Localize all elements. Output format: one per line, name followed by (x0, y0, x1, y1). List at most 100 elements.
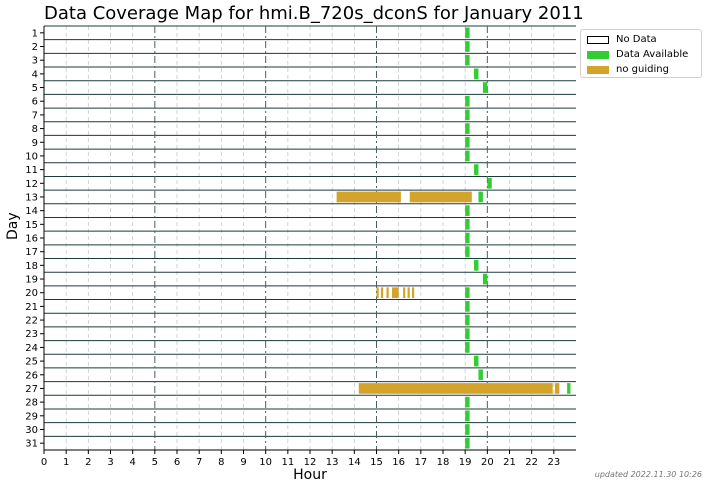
x-tick-label: 21 (503, 457, 516, 468)
y-tick-label: 25 (25, 357, 38, 368)
y-tick-label: 1 (32, 28, 38, 39)
y-tick-label: 3 (32, 56, 38, 67)
data-available-bar (465, 301, 470, 312)
no-guiding-bar (403, 287, 406, 299)
x-tick-label: 9 (240, 457, 246, 468)
data-available-bar (465, 136, 470, 148)
no-guiding-bar (376, 287, 379, 299)
y-tick-label: 31 (25, 439, 38, 450)
y-tick-label: 4 (32, 69, 38, 80)
y-tick-label: 18 (25, 261, 38, 272)
y-tick-label: 22 (25, 316, 38, 327)
data-available-bar (465, 54, 470, 66)
x-tick-label: 10 (259, 457, 272, 468)
chart-title: Data Coverage Map for hmi.B_720s_dconS f… (44, 3, 584, 24)
y-tick-label: 15 (25, 220, 38, 231)
data-available-bar (465, 287, 470, 299)
x-tick-label: 22 (525, 457, 538, 468)
y-tick-label: 17 (25, 247, 38, 258)
x-tick-label: 7 (196, 457, 202, 468)
data-available-bar (474, 164, 479, 175)
x-tick-label: 11 (281, 457, 294, 468)
x-axis-label: Hour (293, 467, 327, 483)
data-available-bar (465, 437, 470, 449)
legend-label-no-data: No Data (616, 34, 657, 45)
y-tick-label: 6 (32, 97, 38, 108)
data-available-bar (465, 232, 470, 244)
data-available-bar (465, 410, 470, 422)
data-available-bar (465, 95, 470, 107)
data-available-bar (487, 177, 492, 189)
y-tick-label: 28 (25, 398, 38, 409)
x-tick-label: 17 (414, 457, 427, 468)
x-tick-label: 2 (85, 457, 91, 468)
y-tick-label: 7 (32, 110, 38, 121)
legend-label-no-guiding: no guiding (616, 64, 669, 75)
y-tick-label: 27 (25, 384, 38, 395)
data-available-bar (465, 246, 470, 258)
y-tick-label: 9 (32, 138, 38, 149)
no-guiding-bar (554, 383, 560, 394)
data-available-bar (482, 82, 488, 93)
legend-item-no-guiding: no guiding (587, 63, 669, 76)
updated-timestamp: updated 2022.11.30 10:26 (594, 470, 702, 479)
data-available-bar (478, 191, 483, 203)
x-tick-label: 0 (41, 457, 47, 468)
no-guiding-bar (411, 287, 415, 299)
y-tick-label: 20 (25, 288, 38, 299)
legend-swatch-data-available (587, 50, 609, 59)
x-tick-label: 14 (348, 457, 361, 468)
legend-swatch-no-guiding (587, 65, 609, 74)
data-available-bar (474, 260, 479, 271)
legend-item-data-available: Data Available (587, 48, 688, 61)
data-available-bar (567, 383, 571, 394)
y-tick-label: 29 (25, 411, 38, 422)
x-tick-label: 8 (218, 457, 224, 468)
data-available-bar (465, 123, 470, 134)
y-tick-label: 21 (25, 302, 38, 313)
no-guiding-bar (358, 383, 553, 394)
data-available-bar (465, 328, 470, 340)
data-available-bar (465, 218, 470, 230)
data-available-bar (465, 424, 470, 435)
y-tick-label: 5 (32, 83, 38, 94)
data-available-bar (465, 109, 470, 121)
y-tick-label: 13 (25, 192, 38, 203)
legend-swatch-no-data (587, 35, 609, 44)
no-guiding-bar (336, 191, 401, 203)
data-available-bar (465, 150, 470, 162)
data-available-bar (474, 68, 479, 80)
data-available-bar (465, 27, 470, 39)
x-tick-label: 15 (370, 457, 383, 468)
x-tick-label: 4 (129, 457, 135, 468)
legend-item-no-data: No Data (587, 33, 657, 46)
y-tick-label: 8 (32, 124, 38, 135)
data-available-bar (465, 314, 470, 326)
data-available-bar (482, 273, 488, 285)
x-tick-label: 3 (107, 457, 113, 468)
data-available-bar (465, 205, 470, 216)
x-tick-label: 23 (547, 457, 560, 468)
y-tick-label: 14 (25, 206, 38, 217)
x-tick-label: 5 (152, 457, 158, 468)
x-tick-label: 20 (481, 457, 494, 468)
data-available-bar (465, 342, 470, 353)
no-guiding-bar (386, 287, 389, 299)
x-tick-label: 6 (174, 457, 180, 468)
y-tick-label: 2 (32, 42, 38, 53)
y-tick-label: 16 (25, 234, 38, 245)
x-tick-label: 18 (437, 457, 450, 468)
no-guiding-bar (407, 287, 410, 299)
no-guiding-bar (409, 191, 472, 203)
x-tick-label: 19 (459, 457, 472, 468)
data-available-bar (474, 355, 479, 367)
data-available-bar (465, 396, 470, 408)
legend-label-data-available: Data Available (616, 49, 689, 60)
data-available-bar (478, 369, 483, 381)
data-available-bar (465, 41, 470, 52)
y-tick-label: 11 (25, 165, 38, 176)
legend: No Data Data Available no guiding (580, 29, 702, 78)
y-axis-label: Day (5, 212, 21, 240)
